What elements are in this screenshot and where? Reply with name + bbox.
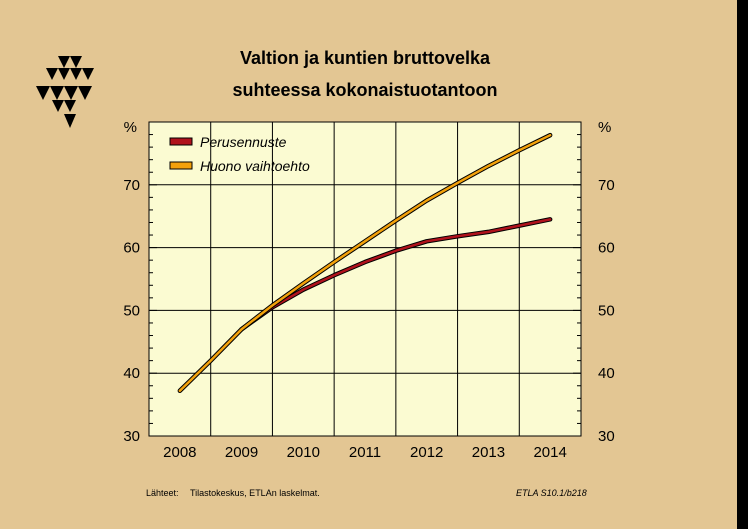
x-tick-label: 2013	[472, 444, 505, 461]
y-tick-label-left: 30	[123, 428, 140, 445]
source-label: Lähteet:	[146, 488, 179, 498]
series-line-perusennuste	[240, 218, 552, 331]
y-tick-label-right: 30	[598, 428, 615, 445]
x-tick-label: 2010	[287, 444, 320, 461]
series-lines	[177, 132, 553, 394]
grid-lines	[149, 122, 581, 436]
legend-swatch-huono-vaihtoehto	[169, 161, 193, 170]
y-axis-unit-left: %	[124, 119, 137, 136]
x-tick-label: 2014	[533, 444, 566, 461]
legend-swatch-perusennuste	[169, 137, 193, 146]
y-tick-label-left: 40	[123, 365, 140, 382]
plot-area	[148, 121, 582, 437]
legend-label-perusennuste: Perusennuste	[200, 134, 287, 150]
axis-labels: 30 30 40 40 50 50 60 60 70 70% % 2008 2009 2010 2011 20…	[123, 119, 614, 461]
y-tick-label-left: 60	[123, 240, 140, 257]
y-tick-label-left: 50	[123, 302, 140, 319]
x-tick-label: 2012	[410, 444, 443, 461]
series-line-huono-vaihtoehto	[178, 133, 552, 393]
legend: Perusennuste Huono vaihtoehto	[169, 134, 310, 174]
y-tick-label-left: 70	[123, 177, 140, 194]
axis-ticks	[149, 121, 581, 437]
y-tick-label-right: 60	[598, 240, 615, 257]
chart-title-line-2: suhteessa kokonaistuotantoon	[232, 80, 498, 100]
x-tick-label: 2008	[163, 444, 196, 461]
x-tick-label: 2009	[225, 444, 258, 461]
y-tick-label-right: 50	[598, 302, 615, 319]
x-tick-label: 2011	[349, 444, 381, 461]
legend-label-huono-vaihtoehto: Huono vaihtoehto	[200, 158, 310, 174]
y-tick-label-right: 70	[598, 177, 615, 194]
chart-code: ETLA S10.1/b218	[516, 488, 587, 498]
source-text: Tilastokeskus, ETLAn laskelmat.	[190, 488, 320, 498]
y-axis-unit-right: %	[598, 119, 611, 136]
chart-title-line-1: Valtion ja kuntien bruttovelka	[239, 48, 491, 68]
etla-logo-icon	[36, 56, 94, 128]
y-tick-label-right: 40	[598, 365, 615, 382]
